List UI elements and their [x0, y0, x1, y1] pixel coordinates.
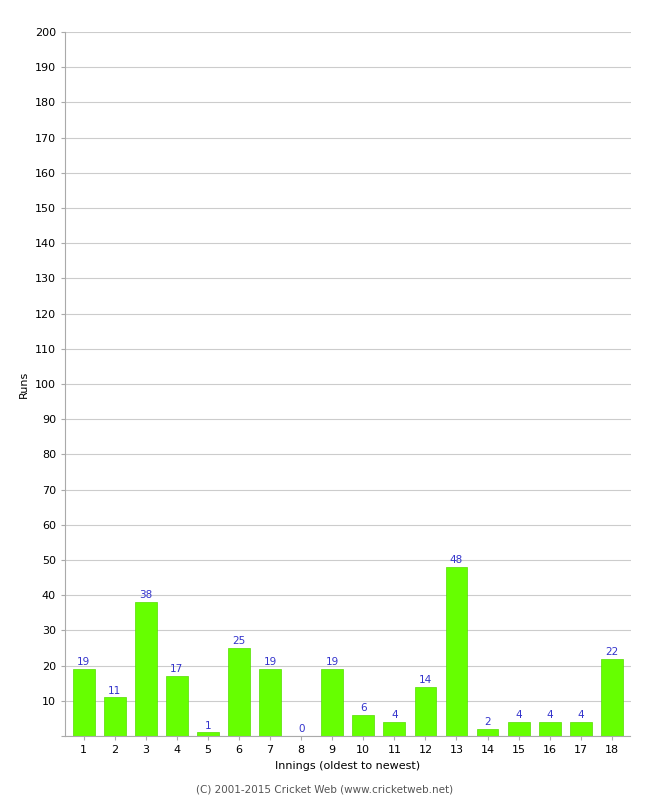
- Bar: [259, 669, 281, 736]
- Text: 4: 4: [391, 710, 398, 720]
- Text: 17: 17: [170, 664, 183, 674]
- Text: 2: 2: [484, 717, 491, 727]
- Text: 0: 0: [298, 724, 304, 734]
- Text: 14: 14: [419, 675, 432, 685]
- Text: 4: 4: [547, 710, 553, 720]
- Text: 19: 19: [77, 658, 90, 667]
- Bar: [352, 715, 374, 736]
- Text: 25: 25: [232, 636, 246, 646]
- Bar: [539, 722, 560, 736]
- Bar: [166, 676, 188, 736]
- Bar: [601, 658, 623, 736]
- X-axis label: Innings (oldest to newest): Innings (oldest to newest): [275, 761, 421, 770]
- Text: (C) 2001-2015 Cricket Web (www.cricketweb.net): (C) 2001-2015 Cricket Web (www.cricketwe…: [196, 784, 454, 794]
- Text: 6: 6: [360, 703, 367, 713]
- Text: 22: 22: [605, 646, 619, 657]
- Text: 48: 48: [450, 555, 463, 566]
- Bar: [415, 686, 436, 736]
- Bar: [228, 648, 250, 736]
- Y-axis label: Runs: Runs: [20, 370, 29, 398]
- Bar: [570, 722, 592, 736]
- Text: 19: 19: [326, 658, 339, 667]
- Bar: [446, 567, 467, 736]
- Bar: [508, 722, 530, 736]
- Bar: [104, 698, 125, 736]
- Text: 4: 4: [577, 710, 584, 720]
- Text: 11: 11: [108, 686, 122, 695]
- Bar: [197, 733, 219, 736]
- Bar: [135, 602, 157, 736]
- Text: 1: 1: [205, 721, 211, 730]
- Text: 38: 38: [139, 590, 152, 601]
- Text: 19: 19: [263, 658, 277, 667]
- Bar: [321, 669, 343, 736]
- Text: 4: 4: [515, 710, 522, 720]
- Bar: [476, 729, 499, 736]
- Bar: [384, 722, 405, 736]
- Bar: [73, 669, 94, 736]
